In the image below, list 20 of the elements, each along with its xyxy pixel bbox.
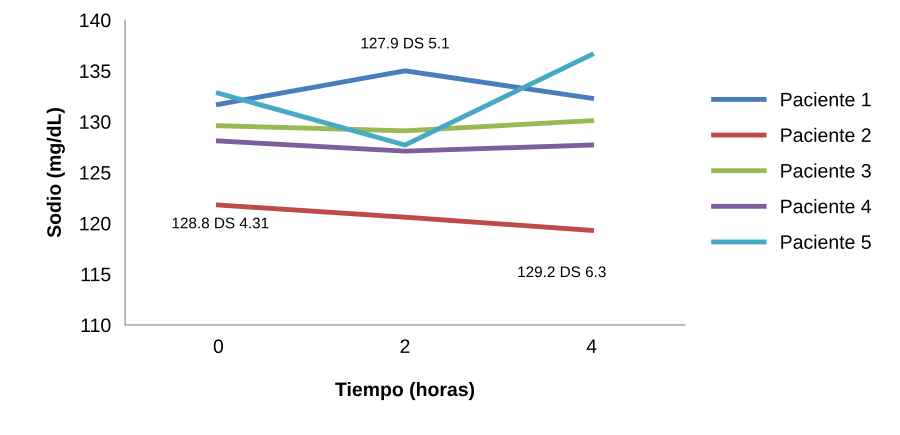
x-tick-label: 4	[586, 340, 596, 353]
annotation: 127.9 DS 5.1	[362, 38, 449, 49]
legend-label: Paciente 3	[781, 163, 871, 178]
legend-label: Paciente 5	[781, 234, 871, 249]
y-tick-label: 140	[80, 13, 110, 28]
y-axis-title: Sodio (mg/dL)	[46, 108, 65, 238]
legend-label: Paciente 1	[781, 92, 871, 106]
y-tick-label: 130	[80, 115, 110, 129]
legend-label: Paciente 2	[781, 128, 871, 142]
x-axis-title: Tiempo (horas)	[335, 382, 474, 400]
y-tick-label: 110	[82, 318, 110, 332]
y-tick-label: 125	[80, 166, 110, 180]
y-tick-label: 115	[82, 268, 110, 282]
x-tick-label: 0	[214, 339, 224, 354]
legend-label: Paciente 4	[781, 199, 872, 214]
y-tick-label: 120	[80, 216, 110, 231]
x-tick-label: 2	[400, 339, 410, 353]
annotation: 128.8 DS 4.31	[172, 218, 268, 228]
y-tick-label: 135	[80, 64, 110, 78]
annotation: 129.2 DS 6.3	[518, 266, 606, 278]
